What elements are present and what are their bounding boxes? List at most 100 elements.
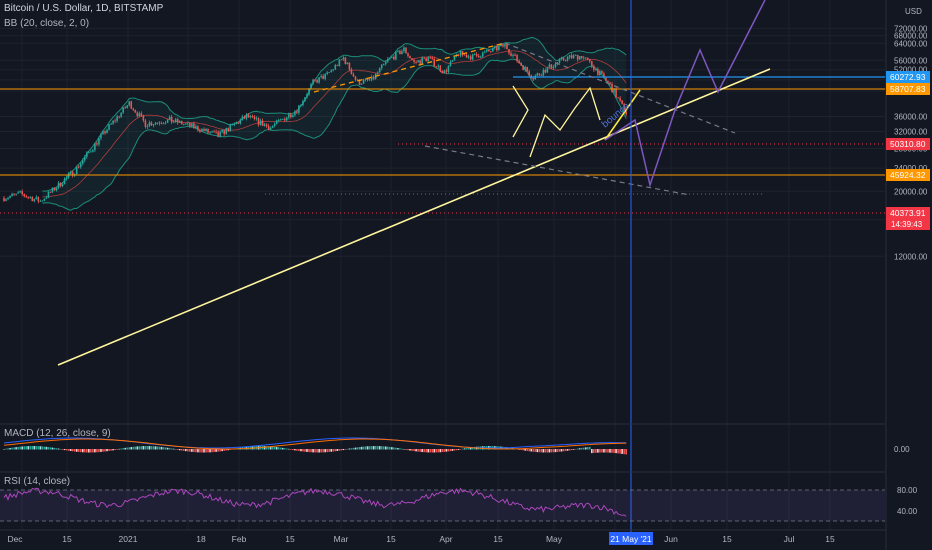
macd-histogram-bar — [57, 448, 60, 450]
candle-body — [504, 44, 506, 47]
macd-histogram-bar — [33, 446, 36, 450]
candle-body — [314, 79, 316, 81]
macd-histogram-bar — [455, 449, 458, 451]
macd-histogram-bar — [451, 449, 454, 451]
macd-histogram-bar — [423, 449, 425, 453]
candle-body — [257, 118, 260, 125]
candle-body — [5, 199, 7, 202]
macd-histogram-bar — [170, 448, 173, 450]
macd-histogram-bar — [603, 449, 605, 453]
macd-histogram-bar — [554, 449, 557, 453]
macd-histogram-bar — [267, 446, 270, 450]
candle-body — [120, 112, 122, 117]
macd-histogram-bar — [354, 447, 357, 450]
macd-histogram-bar — [158, 446, 161, 450]
macd-histogram-bar — [322, 449, 324, 453]
macd-histogram-bar — [593, 449, 595, 453]
candle-body — [199, 130, 201, 132]
macd-histogram-bar — [77, 449, 80, 452]
macd-histogram-bar — [223, 449, 225, 451]
candle-body — [189, 122, 191, 127]
macd-histogram-bar — [447, 449, 450, 452]
macd-histogram-bar — [114, 449, 116, 451]
time-axis: Dec 15 2021 18 Feb 15 Mar 15 Apr 15 May Jun 15 Jul 15 2… — [0, 529, 886, 545]
macd-histogram-bar — [29, 446, 32, 450]
macd-histogram-bar — [380, 446, 383, 450]
macd-indicator-legend[interactable]: MACD (12, 26, close, 9) — [4, 428, 111, 439]
candle-body — [322, 76, 324, 79]
macd-histogram-bar — [178, 449, 181, 451]
candle-body — [389, 57, 391, 60]
macd-histogram-bar — [310, 449, 312, 453]
candle-body — [516, 55, 518, 62]
candle-body — [332, 69, 335, 71]
candle-body — [251, 116, 254, 117]
candle-body — [130, 101, 133, 109]
macd-histogram-bar — [336, 449, 339, 451]
candle-body — [376, 72, 379, 74]
macd-histogram-bar — [320, 449, 322, 453]
candle-body — [88, 152, 90, 153]
macd-histogram-bar — [296, 449, 298, 451]
candle-body — [597, 69, 599, 75]
candle-body — [160, 123, 163, 125]
macd-histogram-bar — [328, 449, 331, 452]
candle-body — [603, 73, 605, 78]
candle-body — [273, 124, 276, 127]
candle-body — [43, 198, 46, 201]
macd-histogram-bar — [108, 449, 110, 451]
macd-histogram-bar — [314, 449, 316, 453]
macd-histogram-bar — [19, 446, 21, 450]
macd-histogram-bar — [599, 449, 601, 453]
macd-histogram-bar — [584, 447, 587, 450]
macd-histogram-bar — [116, 449, 118, 450]
macd-histogram-bar — [570, 449, 573, 451]
candle-body — [326, 72, 328, 74]
macd-histogram-bar — [81, 449, 84, 453]
candle-body — [494, 46, 496, 48]
candle-body — [286, 117, 288, 121]
macd-histogram-bar — [389, 446, 391, 450]
price-label-box — [886, 71, 930, 83]
time-cursor-box — [609, 532, 653, 545]
candle-body — [488, 49, 490, 52]
macd-histogram-bar — [589, 446, 591, 450]
candle-body — [378, 68, 381, 73]
candle-body — [564, 59, 567, 61]
candle-body — [211, 131, 213, 133]
macd-histogram-bar — [457, 449, 460, 450]
bb-indicator-legend[interactable]: BB (20, close, 2, 0) — [4, 18, 90, 29]
macd-histogram-bar — [376, 446, 379, 450]
candle-body — [623, 103, 625, 112]
candle-body — [419, 60, 421, 64]
candle-body — [221, 129, 223, 132]
macd-histogram-bar — [88, 449, 90, 453]
candle-body — [354, 76, 357, 80]
macd-histogram-bar — [615, 449, 617, 454]
macd-histogram-bar — [350, 448, 353, 450]
macd-histogram-bar — [429, 449, 432, 453]
macd-histogram-bar — [552, 449, 555, 453]
candle-body — [176, 119, 179, 123]
currency-label: USD — [905, 7, 922, 16]
macd-histogram-bar — [21, 446, 23, 450]
macd-histogram-bar — [445, 449, 448, 452]
candle-body — [150, 122, 153, 126]
macd-histogram-bar — [215, 449, 217, 452]
macd-histogram-bar — [61, 449, 64, 450]
candle-body — [215, 131, 217, 133]
candle-body — [61, 184, 64, 187]
macd-histogram-bar — [607, 449, 609, 453]
candle-body — [586, 57, 589, 60]
macd-histogram-bar — [39, 446, 42, 450]
macd-histogram-bar — [312, 449, 314, 453]
candle-body — [302, 101, 304, 105]
candle-body — [193, 123, 195, 129]
candle-body — [580, 56, 583, 59]
macd-histogram-bar — [528, 449, 530, 452]
rsi-indicator-legend[interactable]: RSI (14, close) — [4, 476, 71, 487]
candle-body — [197, 126, 199, 131]
macd-histogram-bar — [372, 446, 375, 450]
macd-histogram-bar — [413, 449, 415, 452]
